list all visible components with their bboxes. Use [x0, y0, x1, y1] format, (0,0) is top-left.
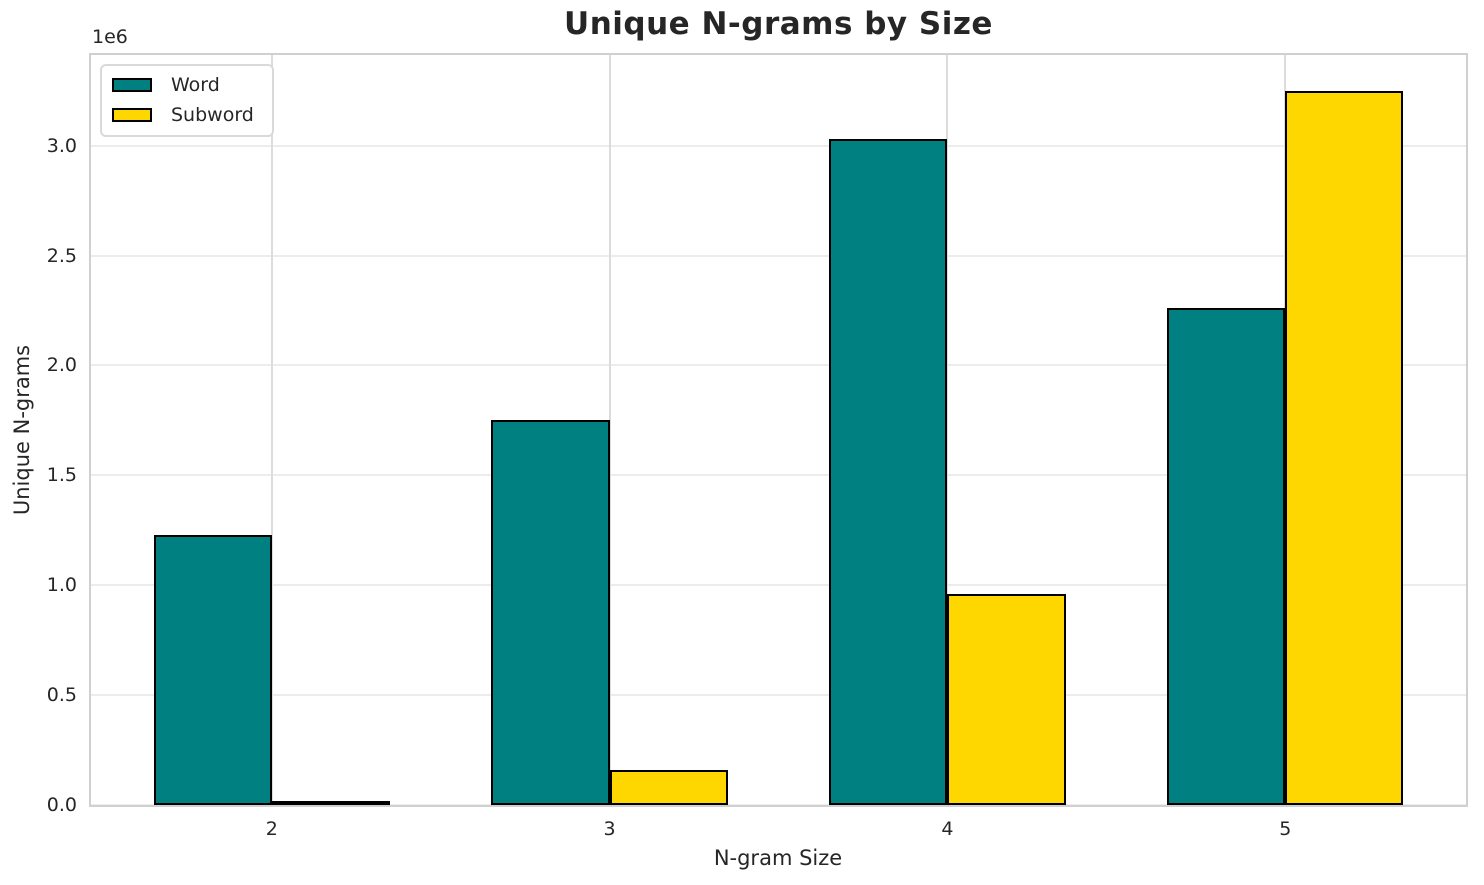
legend-swatch-word	[112, 78, 152, 93]
horizontal-gridline	[91, 364, 1466, 367]
y-tick-label: 1.0	[46, 574, 77, 597]
bar-subword-2	[271, 800, 390, 805]
legend-label: Word	[171, 74, 220, 96]
vertical-gridline	[946, 55, 949, 805]
horizontal-gridline	[91, 584, 1466, 587]
legend: Word Subword	[100, 64, 274, 137]
legend-item-subword: Subword	[112, 104, 254, 127]
horizontal-gridline	[91, 474, 1466, 477]
y-tick-label: 2.0	[46, 354, 77, 377]
bar-subword-4	[947, 594, 1066, 805]
chart-title: Unique N-grams by Size	[564, 6, 993, 42]
y-tick-label: 1.5	[46, 464, 77, 487]
horizontal-gridline	[91, 694, 1466, 697]
plot-area: Word Subword	[89, 53, 1468, 807]
vertical-gridline	[608, 55, 611, 805]
x-tick-label: 3	[603, 818, 616, 840]
legend-label: Subword	[171, 103, 254, 126]
y-tick-label: 0.0	[46, 794, 77, 816]
x-tick-label: 4	[941, 818, 954, 840]
bar-subword-3	[609, 769, 728, 805]
bar-word-4	[829, 139, 948, 805]
horizontal-gridline	[91, 804, 1466, 805]
y-axis-offset-label: 1e6	[92, 26, 128, 48]
x-axis-label: N-gram Size	[713, 846, 843, 870]
vertical-gridline	[270, 55, 273, 805]
horizontal-gridline	[91, 254, 1466, 257]
y-tick-label: 0.5	[46, 684, 77, 707]
horizontal-gridline	[91, 144, 1466, 147]
y-tick-label: 3.0	[46, 134, 77, 157]
bar-word-5	[1167, 308, 1286, 805]
bar-subword-5	[1285, 90, 1404, 805]
legend-swatch-subword	[112, 108, 152, 123]
bar-word-3	[491, 420, 610, 805]
bar-word-2	[153, 534, 272, 805]
y-tick-label: 2.5	[46, 244, 77, 267]
x-tick-label: 2	[265, 818, 278, 840]
legend-item-word: Word	[112, 74, 254, 97]
x-tick-label: 5	[1279, 818, 1292, 840]
